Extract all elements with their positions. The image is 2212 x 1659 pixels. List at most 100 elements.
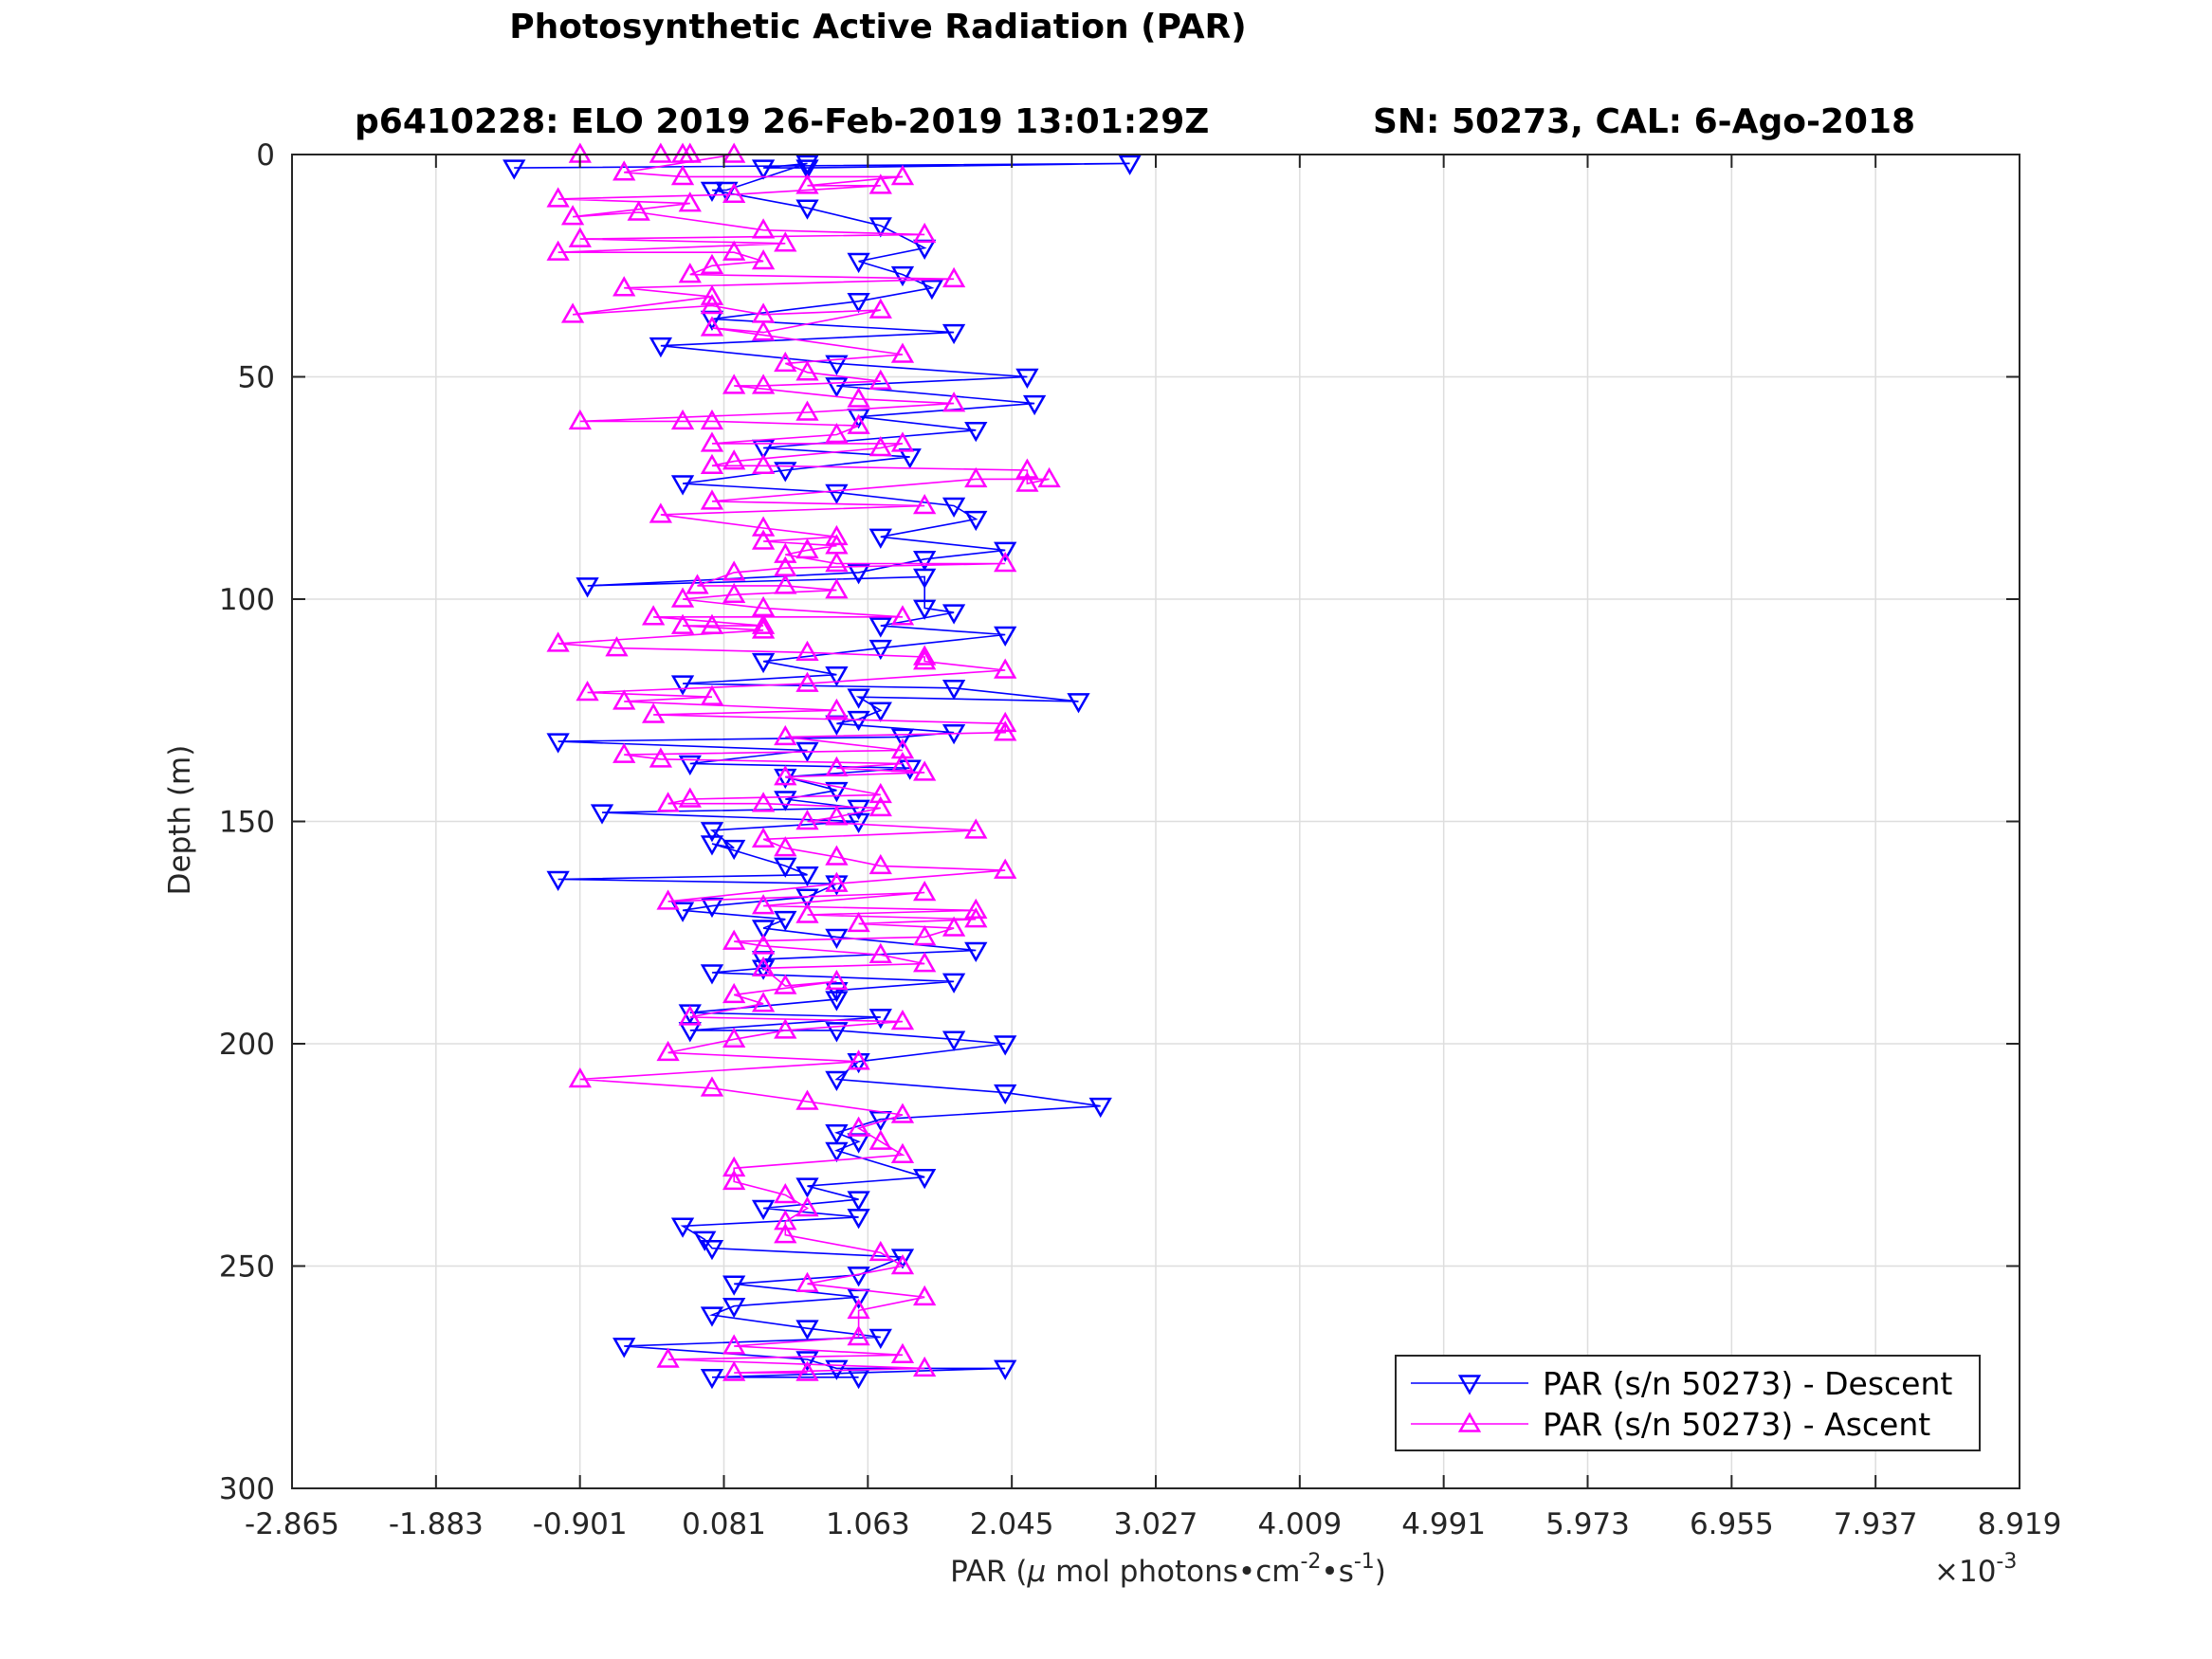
- x-label-mu: μ: [1027, 1555, 1047, 1589]
- data-point: [825, 1070, 849, 1092]
- data-point: [774, 724, 797, 746]
- data-point: [795, 538, 819, 559]
- data-point: [825, 1359, 849, 1380]
- data-point: [641, 605, 666, 626]
- data-point: [774, 857, 797, 878]
- x-label-mid2: •s: [1321, 1555, 1353, 1589]
- data-point: [641, 702, 666, 723]
- x-label-sup: -2: [1300, 1550, 1321, 1574]
- data-point: [751, 453, 776, 475]
- data-point: [700, 1076, 724, 1097]
- data-point: [678, 787, 702, 808]
- data-point: [868, 1009, 892, 1030]
- data-point: [774, 974, 797, 994]
- y-tick-label: 250: [219, 1250, 275, 1285]
- data-point: [868, 639, 892, 661]
- data-point: [825, 781, 849, 803]
- data-point: [795, 360, 819, 381]
- data-point: [890, 605, 915, 626]
- data-point: [700, 253, 724, 274]
- data-point: [941, 916, 966, 937]
- data-point: [941, 604, 966, 625]
- data-point: [670, 1217, 695, 1238]
- data-point: [825, 1141, 849, 1163]
- data-point: [847, 293, 870, 314]
- data-point: [795, 1177, 819, 1198]
- data-point: [994, 658, 1017, 679]
- legend-marker: [1457, 1412, 1482, 1432]
- data-point: [941, 497, 966, 519]
- data-point: [751, 249, 776, 270]
- data-point: [560, 205, 585, 226]
- x-tick-label: 3.027: [1114, 1507, 1198, 1541]
- data-point: [612, 1338, 636, 1358]
- data-point: [722, 1275, 746, 1296]
- data-point: [994, 1035, 1017, 1056]
- data-point: [890, 1342, 915, 1364]
- data-point: [751, 792, 776, 812]
- x-label-post: ): [1375, 1555, 1386, 1589]
- legend-label: PAR (s/n 50273) - Descent: [1543, 1365, 1952, 1402]
- data-point: [751, 320, 776, 341]
- data-point: [774, 1182, 797, 1204]
- data-point: [700, 1239, 724, 1261]
- data-point: [546, 631, 570, 652]
- data-point: [605, 636, 629, 657]
- data-point: [825, 665, 849, 687]
- chart-title: Photosynthetic Active Radiation (PAR): [509, 8, 1246, 46]
- data-point: [847, 1267, 870, 1287]
- data-point: [795, 155, 819, 175]
- data-point: [913, 952, 937, 973]
- data-point: [649, 502, 673, 523]
- data-point: [868, 853, 892, 875]
- data-point: [890, 1253, 915, 1275]
- data-point: [868, 1328, 892, 1350]
- x-label-sup2: -1: [1354, 1550, 1375, 1574]
- data-point: [795, 1196, 819, 1217]
- x-tick-label: 0.081: [682, 1507, 766, 1541]
- data-point: [825, 845, 849, 866]
- data-point: [913, 760, 937, 781]
- data-point: [774, 1223, 797, 1244]
- data-point: [774, 556, 797, 576]
- data-point: [825, 969, 849, 991]
- data-point: [751, 618, 776, 639]
- data-point: [825, 551, 849, 573]
- data-point: [774, 910, 797, 932]
- data-point: [795, 866, 819, 887]
- data-point: [678, 263, 702, 283]
- data-point: [774, 765, 797, 786]
- data-point: [700, 964, 724, 985]
- data-point: [503, 159, 526, 180]
- data-point: [700, 822, 724, 843]
- data-point: [847, 1049, 870, 1070]
- data-point: [722, 142, 746, 163]
- data-point: [994, 541, 1017, 562]
- data-point: [847, 1325, 870, 1346]
- data-point: [795, 199, 819, 220]
- data-point: [774, 836, 797, 857]
- data-point: [670, 675, 695, 696]
- data-point: [576, 680, 599, 702]
- data-point: [913, 599, 937, 620]
- data-point: [964, 422, 988, 443]
- data-point: [795, 888, 819, 909]
- data-point: [825, 524, 849, 546]
- data-point: [1022, 394, 1047, 416]
- data-point: [825, 1022, 849, 1043]
- data-point: [825, 578, 849, 599]
- data-point: [774, 351, 797, 373]
- series-ascent: [546, 142, 1061, 1381]
- data-point: [847, 812, 870, 834]
- data-point: [847, 911, 870, 933]
- data-point: [847, 252, 870, 274]
- data-point: [868, 1129, 892, 1150]
- data-point: [847, 1298, 870, 1320]
- x-tick-label: 6.955: [1690, 1507, 1774, 1541]
- chart-subtitle-profile: p6410228: ELO 2019 26-Feb-2019 13:01:29Z: [355, 102, 1209, 141]
- data-point: [795, 902, 819, 923]
- data-point: [722, 449, 746, 470]
- legend-entry-descent: PAR (s/n 50273) - Descent: [1411, 1365, 1952, 1402]
- data-point: [670, 409, 695, 430]
